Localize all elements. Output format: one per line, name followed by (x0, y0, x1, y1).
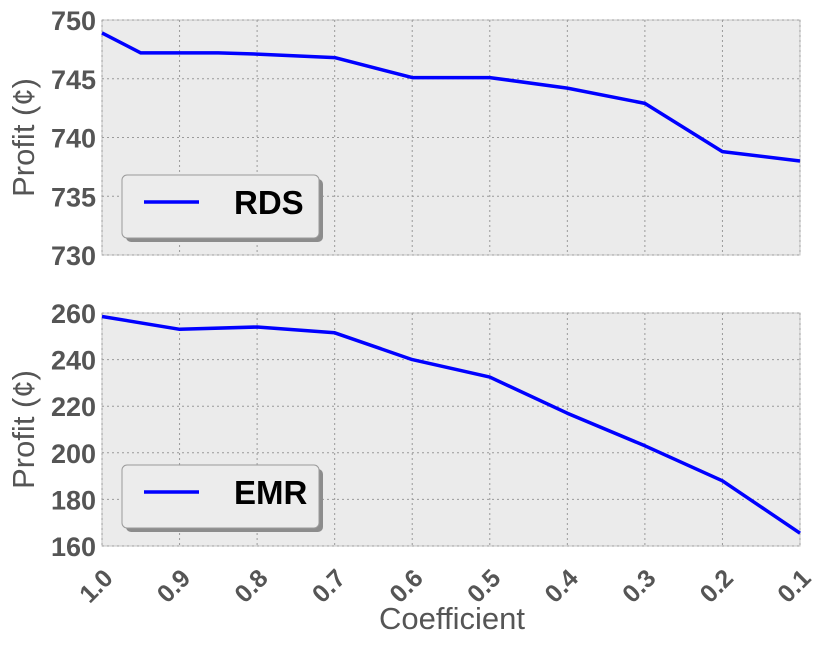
legend-label: RDS (234, 184, 304, 221)
legend: EMR (121, 464, 323, 532)
x-tick-label: 0.9 (152, 564, 196, 608)
y-tick-label: 730 (51, 241, 96, 271)
series-line-rds (101, 31, 801, 163)
legend-box (121, 174, 320, 239)
x-tick-label: 0.8 (229, 564, 273, 608)
y-tick-label: 220 (51, 392, 96, 422)
y-tick-label: 735 (51, 182, 96, 212)
y-tick-label: 160 (51, 532, 96, 562)
y-tick-label: 180 (51, 485, 96, 515)
x-axis-label: Coefficient (379, 601, 525, 636)
y-tick-label: 240 (51, 346, 96, 376)
rds-panel: 730 735 740 745 750 Profit (¢) RDS (6, 6, 801, 271)
y-tick-label: 260 (51, 299, 96, 329)
legend: RDS (121, 174, 323, 242)
x-tick-label: 0.1 (772, 564, 816, 608)
legend-box (121, 464, 320, 529)
x-tick-label: 0.4 (539, 564, 583, 608)
y-tick-label: 200 (51, 439, 96, 469)
x-tick-label: 0.2 (695, 564, 739, 608)
x-tick-label: 0.7 (307, 564, 351, 608)
y-tick-label: 750 (51, 6, 96, 36)
x-tick-label: 1.0 (74, 564, 118, 608)
x-tick-label: 0.3 (617, 564, 661, 608)
legend-label: EMR (234, 474, 308, 511)
y-axis-label: Profit (¢) (6, 78, 41, 197)
y-tick-label: 740 (51, 124, 96, 154)
series-line-emr (101, 314, 801, 535)
y-tick-label: 745 (51, 65, 96, 95)
y-axis-label: Profit (¢) (6, 370, 41, 489)
